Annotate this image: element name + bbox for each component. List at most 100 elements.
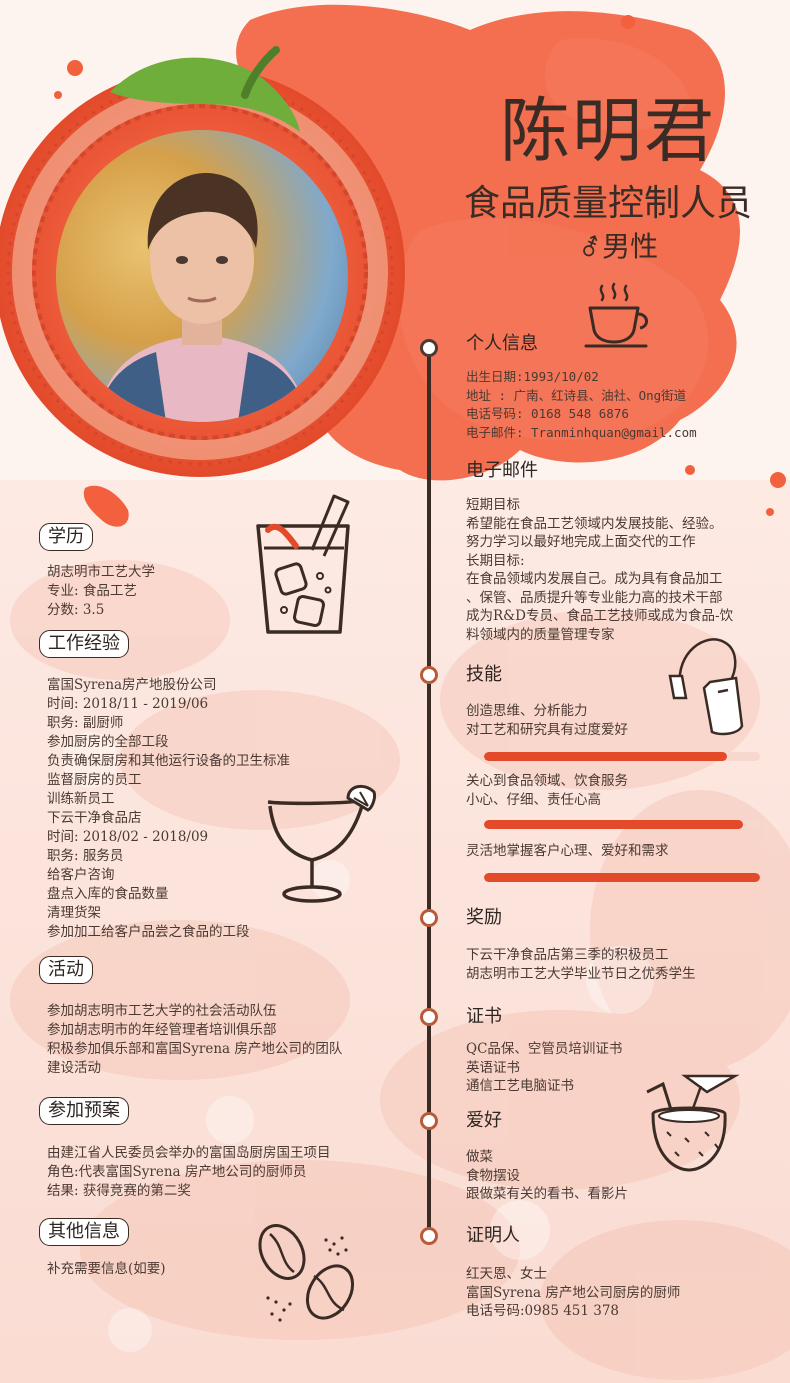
gpa: 分数: 3.5 (47, 602, 105, 618)
portrait-image (96, 173, 308, 422)
objective-line: 在食品领域内发展自己。成为具有食品加工 (466, 571, 723, 587)
duty: 负责确保厨房和其他运行设备的卫生标准 (47, 753, 290, 769)
personal-info: 出生日期:1993/10/02 地址 : 广南、红诗县、油社、Ong街道 电话号… (466, 368, 697, 442)
project-name: 由建江省人民委员会举办的富国岛厨房国王项目 (47, 1145, 331, 1161)
period: 时间: 2018/02 - 2018/09 (47, 829, 209, 845)
margarita-glass-icon (267, 784, 376, 903)
duty: 监督厨房的员工 (47, 772, 142, 788)
activity-item: 建设活动 (47, 1060, 101, 1076)
job-title: 食品质量控制人员 (464, 183, 753, 224)
address: 地址 : 广南、红诗县、油社、Ong街道 (466, 387, 687, 403)
hobby-item: 跟做菜有关的看书、看影片 (466, 1186, 628, 1202)
avatar (56, 130, 348, 422)
section-title-personal: 个人信息 (466, 333, 538, 354)
certificates-list: QC品保、空管员培训证书 英语证书 通信工艺电脑证书 (466, 1040, 622, 1096)
experience-details: 富国Syrena房产地股份公司 时间: 2018/11 - 2019/06 职务… (47, 676, 290, 942)
hobby-item: 做菜 (466, 1149, 493, 1165)
skill-text: 小心、仔细、责任心高 (466, 791, 601, 808)
section-title-certificates: 证书 (466, 1006, 502, 1027)
candidate-name: 陈明君 (500, 90, 716, 172)
skill-bar (484, 820, 760, 829)
timeline-dot (420, 339, 438, 357)
skill-bar (484, 752, 760, 761)
birth-date: 出生日期:1993/10/02 (466, 369, 599, 384)
duty: 盘点入库的食品数量 (47, 886, 169, 902)
duty: 参加厨房的全部工段 (47, 734, 169, 750)
education-details: 胡志明市工艺大学 专业: 食品工艺 分数: 3.5 (47, 563, 155, 620)
coffee-cup-icon (584, 282, 648, 348)
awards-list: 下云干净食品店第三季的积极员工 胡志明市工艺大学毕业节日之优秀学生 (466, 946, 696, 983)
skill-bar-fill (484, 752, 727, 761)
phone: 电话号码: 0168 548 6876 (466, 406, 629, 421)
timeline-dot (420, 1227, 438, 1245)
objective-line: 料领域内的质量管理专家 (466, 626, 615, 643)
certificate-item: 通信工艺电脑证书 (466, 1078, 574, 1094)
position: 职务: 服务员 (47, 848, 124, 864)
section-title-projects: 参加预案 (39, 1097, 129, 1125)
section-title-education: 学历 (39, 523, 93, 551)
skill-text: 灵活地掌握客户心理、爱好和需求 (466, 843, 669, 859)
section-title-awards: 奖励 (466, 907, 502, 928)
award-item: 胡志明市工艺大学毕业节日之优秀学生 (466, 965, 696, 982)
skill-text: 对工艺和研究具有过度爱好 (466, 721, 628, 738)
reference-phone: 电话号码:0985 451 378 (466, 1303, 620, 1319)
other-info: 补充需要信息(如要) (47, 1260, 166, 1279)
section-title-other: 其他信息 (39, 1218, 129, 1246)
other-info-text: 补充需要信息(如要) (47, 1261, 166, 1277)
reference-name: 红天恩、女士 (466, 1266, 547, 1282)
certificate-item: QC品保、空管员培训证书 (466, 1041, 623, 1057)
timeline-dot (420, 1112, 438, 1130)
duty: 清理货架 (47, 905, 101, 921)
timeline-dot (420, 666, 438, 684)
skill-bar-fill (484, 873, 760, 882)
skill-item: 创造思维、分析能力 对工艺和研究具有过度爱好 (466, 702, 628, 739)
hobby-item: 食物摆设 (466, 1167, 520, 1184)
skill-text: 创造思维、分析能力 (466, 703, 588, 719)
period: 时间: 2018/11 - 2019/06 (47, 696, 209, 712)
references: 红天恩、女士 富国Syrena 房产地公司厨房的厨师 电话号码:0985 451… (466, 1265, 680, 1321)
timeline-dot (420, 909, 438, 927)
company: 富国Syrena房产地股份公司 (47, 677, 217, 693)
projects-details: 由建江省人民委员会举办的富国岛厨房国王项目 角色:代表富国Syrena 房产地公… (47, 1144, 331, 1201)
coffee-beans-icon (258, 1224, 355, 1322)
section-title-references: 证明人 (466, 1225, 520, 1246)
objective-line: 短期目标 (466, 497, 520, 513)
objective-line: 希望能在食品工艺领域内发展技能、经验。 (466, 515, 723, 532)
duty: 训练新员工 (47, 791, 115, 807)
activity-item: 参加胡志明市工艺大学的社会活动队伍 (47, 1003, 277, 1019)
gender: ⚦男性 (580, 230, 659, 263)
skill-item: 关心到食品领域、饮食服务 小心、仔细、责任心高 (466, 772, 628, 809)
objective-line: 努力学习以最好地完成上面交代的工作 (466, 534, 696, 550)
section-title-experience: 工作经验 (39, 630, 129, 658)
career-objective: 短期目标 希望能在食品工艺领域内发展技能、经验。 努力学习以最好地完成上面交代的… (466, 496, 733, 644)
objective-line: 成为R&D专员、食品工艺技师或成为食品-饮 (466, 608, 734, 624)
activity-item: 积极参加俱乐部和富国Syrena 房产地公司的团队 (47, 1041, 343, 1057)
gender-label: 男性 (602, 230, 659, 263)
skill-item: 灵活地掌握客户心理、爱好和需求 (466, 842, 669, 861)
objective-line: 长期目标: (466, 552, 525, 569)
project-result: 结果: 获得竞赛的第二奖 (47, 1183, 191, 1199)
section-title-skills: 技能 (466, 664, 502, 685)
skill-bar-fill (484, 820, 744, 829)
section-title-activities: 活动 (39, 956, 93, 984)
major: 专业: 食品工艺 (47, 583, 137, 599)
section-title-career: 电子邮件 (466, 460, 538, 481)
duty: 给客户咨询 (47, 867, 115, 883)
skill-text: 关心到食品领域、饮食服务 (466, 773, 628, 789)
coconut-drink-icon (646, 1074, 740, 1172)
email: 电子邮件: Tranminhquan@gmail.com (466, 424, 697, 440)
activity-item: 参加胡志明市的年经管理者培训俱乐部 (47, 1022, 277, 1038)
project-role: 角色:代表富国Syrena 房产地公司的厨师员 (47, 1164, 307, 1180)
tea-bag-icon (668, 638, 744, 736)
timeline-line (427, 345, 431, 1238)
duty: 参加加工给客户品尝之食品的工段 (47, 924, 250, 940)
position: 职务: 副厨师 (47, 715, 124, 731)
award-item: 下云干净食品店第三季的积极员工 (466, 947, 669, 963)
hobbies-list: 做菜 食物摆设 跟做菜有关的看书、看影片 (466, 1148, 628, 1204)
certificate-item: 英语证书 (466, 1059, 520, 1076)
section-title-hobbies: 爱好 (466, 1110, 502, 1131)
timeline-dot (420, 1008, 438, 1026)
company: 下云干净食品店 (47, 810, 142, 826)
reference-position: 富国Syrena 房产地公司厨房的厨师 (466, 1284, 681, 1301)
iced-drink-icon (256, 494, 350, 634)
